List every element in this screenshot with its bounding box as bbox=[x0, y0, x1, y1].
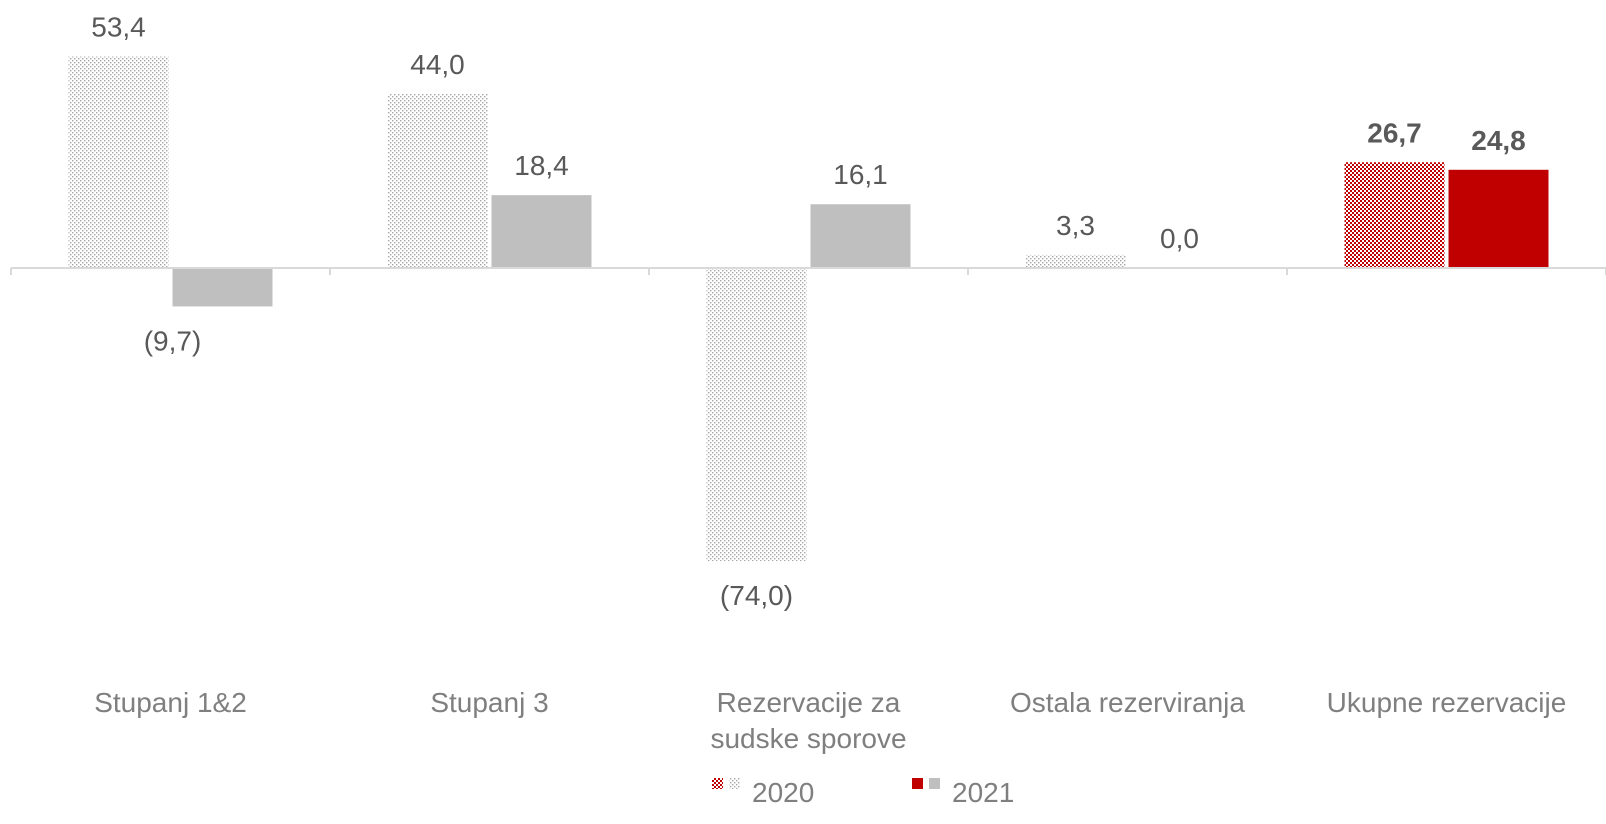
legend-swatch-2020-a bbox=[712, 778, 723, 789]
bar-2020-2 bbox=[706, 268, 807, 562]
category-label-2-line-0: Rezervacije za bbox=[717, 687, 901, 718]
data-label-2020-4: 26,7 bbox=[1367, 117, 1422, 148]
bar-2021-0 bbox=[172, 268, 273, 307]
bar-2020-4 bbox=[1344, 162, 1445, 268]
bar-2021-1 bbox=[491, 195, 592, 268]
data-label-2020-1: 44,0 bbox=[410, 49, 465, 80]
category-label-3: Ostala rezerviranja bbox=[1010, 687, 1245, 718]
category-label-0: Stupanj 1&2 bbox=[94, 687, 247, 718]
data-label-2020-0: 53,4 bbox=[91, 12, 146, 43]
category-label-1: Stupanj 3 bbox=[430, 687, 548, 718]
value-labels-group: 53,4 (9,7) 44,0 18,4 (74,0) 16,1 3,3 0,0 26,7 24,… bbox=[91, 12, 1526, 612]
category-label-4: Ukupne rezervacije bbox=[1327, 687, 1567, 718]
legend-swatch-2021-b bbox=[929, 778, 940, 789]
category-label-2-line-1: sudske sporove bbox=[710, 723, 906, 754]
data-label-2021-3: 0,0 bbox=[1160, 223, 1199, 254]
bar-2020-0 bbox=[68, 56, 169, 269]
legend-swatch-2020-b bbox=[729, 778, 740, 789]
legend-label-2020: 2020 bbox=[752, 777, 814, 808]
bar-2020-1 bbox=[387, 93, 488, 268]
axis-group bbox=[10, 267, 1606, 275]
data-label-2021-4: 24,8 bbox=[1471, 125, 1526, 156]
legend-label-2021: 2021 bbox=[952, 777, 1014, 808]
legend: 2020 2021 bbox=[712, 777, 1014, 808]
data-label-2021-0: (9,7) bbox=[144, 325, 202, 356]
bar-2021-2 bbox=[810, 204, 911, 268]
bars-group bbox=[68, 56, 1549, 562]
data-label-2020-2: (74,0) bbox=[720, 580, 793, 611]
data-label-2021-2: 16,1 bbox=[833, 159, 888, 190]
bar-2021-4 bbox=[1448, 169, 1549, 268]
legend-swatch-2021-a bbox=[912, 778, 923, 789]
data-label-2020-3: 3,3 bbox=[1056, 210, 1095, 241]
category-labels-group: Stupanj 1&2 Stupanj 3 Rezervacije za sudske… bbox=[94, 687, 1566, 754]
bar-2020-3 bbox=[1025, 254, 1126, 268]
data-label-2021-1: 18,4 bbox=[514, 150, 569, 181]
